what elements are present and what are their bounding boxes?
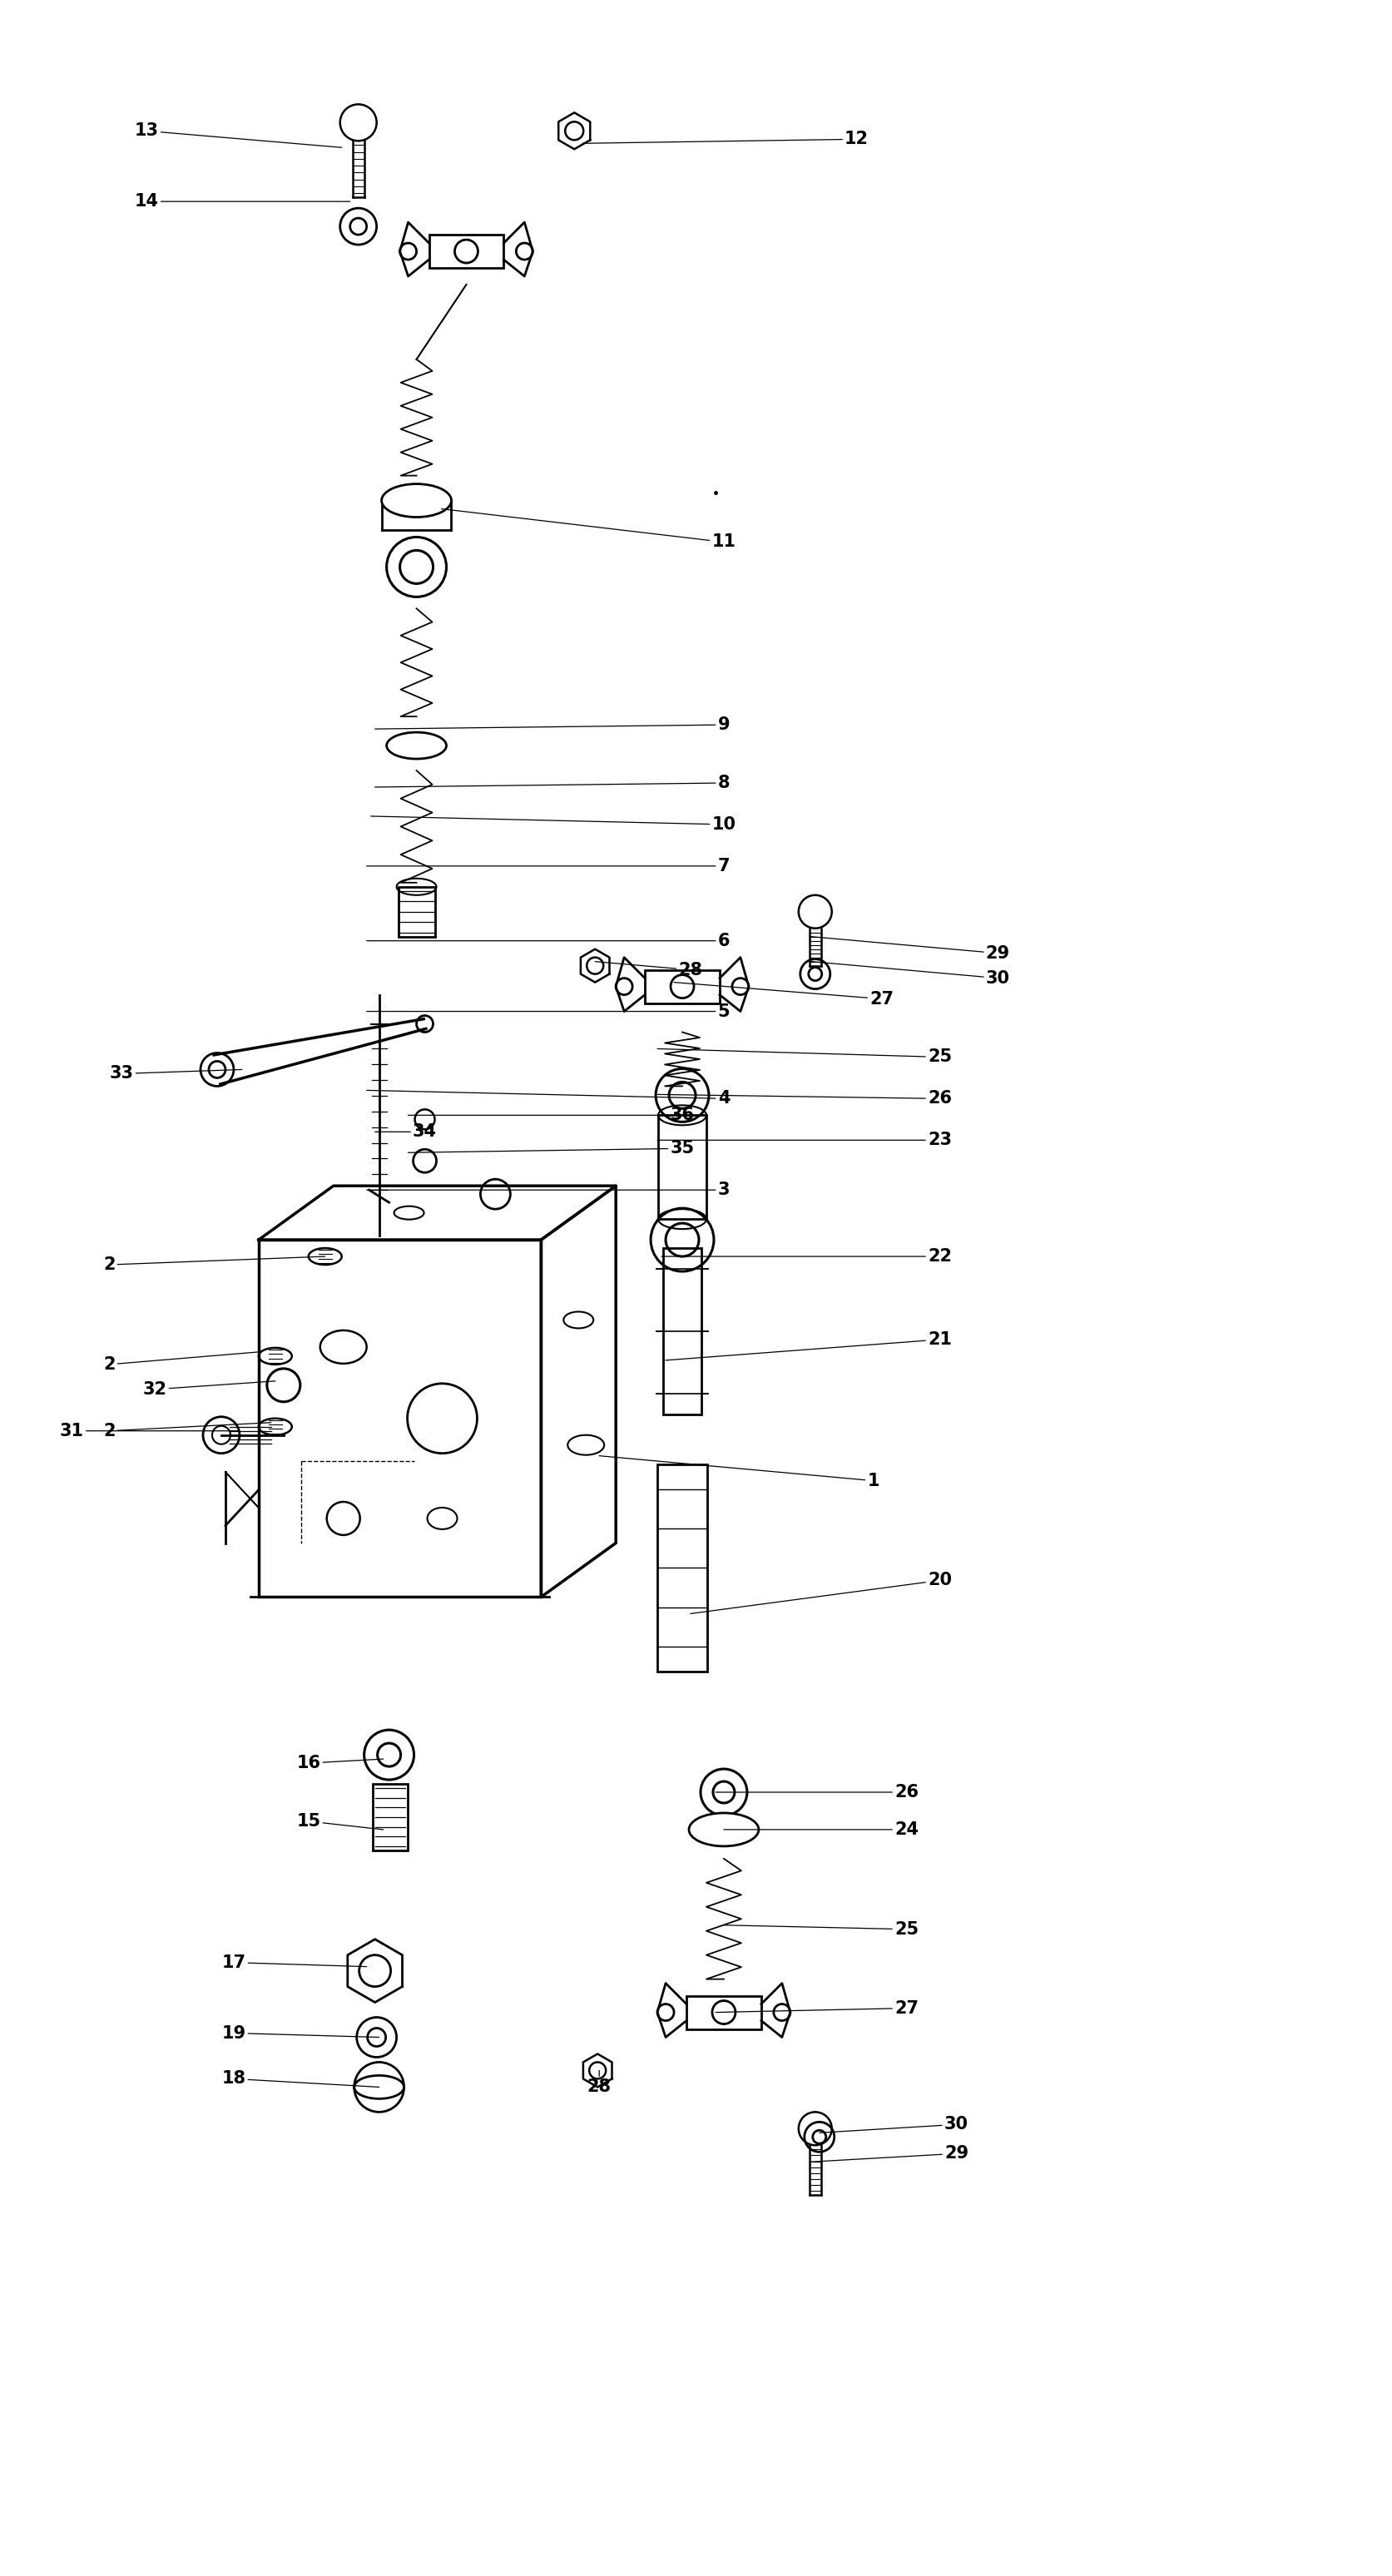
Text: 8: 8 bbox=[374, 775, 729, 791]
Text: 9: 9 bbox=[374, 716, 729, 734]
Text: 17: 17 bbox=[221, 1955, 366, 1971]
Text: 6: 6 bbox=[366, 933, 729, 948]
Text: 19: 19 bbox=[221, 2025, 379, 2040]
Ellipse shape bbox=[381, 484, 451, 518]
Text: 21: 21 bbox=[665, 1332, 951, 1360]
Text: 11: 11 bbox=[441, 510, 735, 551]
Text: 20: 20 bbox=[690, 1571, 951, 1613]
Bar bbox=[663, 1249, 702, 1414]
Text: 26: 26 bbox=[715, 1785, 919, 1801]
Text: 30: 30 bbox=[818, 2115, 967, 2133]
Bar bbox=[372, 1785, 406, 1850]
Text: 33: 33 bbox=[110, 1066, 242, 1082]
Text: 28: 28 bbox=[587, 2071, 611, 2094]
Text: 25: 25 bbox=[724, 1922, 919, 1937]
Text: 32: 32 bbox=[142, 1381, 276, 1399]
Text: 35: 35 bbox=[408, 1141, 695, 1157]
Text: 13: 13 bbox=[135, 124, 341, 147]
Bar bbox=[259, 1239, 540, 1597]
Ellipse shape bbox=[387, 732, 445, 760]
Text: 4: 4 bbox=[366, 1090, 729, 1108]
Text: 30: 30 bbox=[810, 961, 1009, 987]
Text: 1: 1 bbox=[599, 1455, 878, 1489]
Text: 2: 2 bbox=[103, 1422, 271, 1440]
Text: 29: 29 bbox=[810, 2146, 967, 2161]
Bar bbox=[398, 886, 434, 938]
Text: 22: 22 bbox=[661, 1249, 951, 1265]
Text: 12: 12 bbox=[582, 131, 869, 147]
Bar bbox=[658, 1115, 706, 1218]
Text: 2: 2 bbox=[103, 1352, 259, 1373]
Bar bbox=[429, 234, 504, 268]
Bar bbox=[657, 1463, 707, 1672]
Text: 2: 2 bbox=[103, 1257, 324, 1273]
Text: 34: 34 bbox=[374, 1123, 437, 1141]
Text: 23: 23 bbox=[657, 1131, 951, 1149]
Text: 27: 27 bbox=[715, 1999, 919, 2017]
Text: 26: 26 bbox=[657, 1090, 951, 1108]
Text: 31: 31 bbox=[60, 1422, 238, 1440]
Text: 3: 3 bbox=[366, 1182, 729, 1198]
Text: 18: 18 bbox=[221, 2071, 379, 2087]
Ellipse shape bbox=[689, 1814, 759, 1847]
Text: 5: 5 bbox=[366, 1002, 729, 1020]
Text: 36: 36 bbox=[408, 1108, 695, 1123]
Text: 28: 28 bbox=[594, 961, 702, 979]
Bar bbox=[644, 969, 720, 1002]
Text: 29: 29 bbox=[810, 938, 1009, 961]
Text: 16: 16 bbox=[296, 1754, 383, 1772]
Text: 10: 10 bbox=[370, 817, 735, 832]
Text: 24: 24 bbox=[724, 1821, 919, 1837]
Bar bbox=[686, 1996, 761, 2030]
Text: 14: 14 bbox=[135, 193, 349, 209]
Text: 25: 25 bbox=[657, 1048, 951, 1066]
Text: 15: 15 bbox=[296, 1814, 383, 1829]
Text: 7: 7 bbox=[366, 858, 729, 873]
Text: 27: 27 bbox=[674, 981, 894, 1007]
